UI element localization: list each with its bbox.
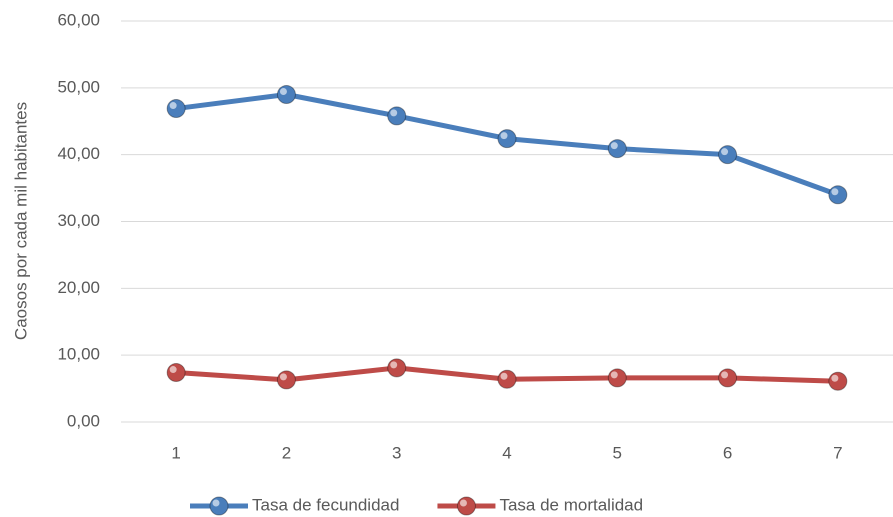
marker-highlight bbox=[831, 374, 839, 382]
data-point bbox=[387, 358, 407, 378]
data-point bbox=[718, 368, 738, 388]
x-tick-label: 4 bbox=[502, 443, 511, 462]
data-point bbox=[166, 99, 186, 119]
y-tick-label: 10,00 bbox=[57, 345, 100, 364]
legend-marker bbox=[209, 496, 229, 516]
data-point bbox=[607, 368, 627, 388]
y-tick-label: 20,00 bbox=[57, 278, 100, 297]
x-tick-label: 3 bbox=[392, 443, 401, 462]
data-point bbox=[718, 145, 738, 165]
legend-label: Tasa de mortalidad bbox=[499, 495, 643, 514]
legend-marker bbox=[456, 496, 476, 516]
data-point bbox=[497, 129, 517, 149]
data-point bbox=[828, 371, 848, 391]
legend-label: Tasa de fecundidad bbox=[252, 495, 399, 514]
data-point bbox=[276, 370, 296, 390]
data-point bbox=[166, 363, 186, 383]
marker-highlight bbox=[610, 142, 618, 150]
data-point bbox=[387, 106, 407, 126]
marker-highlight bbox=[831, 188, 839, 196]
data-point bbox=[497, 369, 517, 389]
data-point bbox=[497, 369, 517, 389]
marker-highlight bbox=[459, 499, 467, 507]
marker-highlight bbox=[610, 371, 618, 379]
y-axis-label: Caosos por cada mil habitantes bbox=[11, 102, 30, 340]
data-point bbox=[718, 368, 738, 388]
marker-highlight bbox=[212, 499, 220, 507]
data-point bbox=[607, 368, 627, 388]
marker-highlight bbox=[390, 361, 398, 369]
y-tick-label: 30,00 bbox=[57, 211, 100, 230]
data-point bbox=[828, 185, 848, 205]
x-tick-label: 1 bbox=[171, 443, 180, 462]
data-point bbox=[166, 99, 186, 119]
data-point bbox=[607, 139, 627, 159]
data-point bbox=[718, 145, 738, 165]
data-point bbox=[276, 370, 296, 390]
y-tick-label: 40,00 bbox=[57, 144, 100, 163]
data-point bbox=[387, 106, 407, 126]
data-point bbox=[276, 85, 296, 105]
marker-highlight bbox=[169, 366, 177, 374]
marker-highlight bbox=[279, 88, 287, 96]
marker-highlight bbox=[390, 109, 398, 117]
data-point bbox=[387, 358, 407, 378]
y-tick-label: 0,00 bbox=[67, 411, 100, 430]
data-point bbox=[497, 129, 517, 149]
marker-highlight bbox=[500, 132, 508, 140]
marker-highlight bbox=[721, 371, 729, 379]
marker-highlight bbox=[500, 372, 508, 380]
data-point bbox=[276, 85, 296, 105]
y-tick-label: 50,00 bbox=[57, 77, 100, 96]
data-point bbox=[828, 371, 848, 391]
data-point bbox=[166, 363, 186, 383]
x-tick-label: 2 bbox=[282, 443, 291, 462]
y-tick-label: 60,00 bbox=[57, 10, 100, 29]
marker-highlight bbox=[721, 148, 729, 156]
marker-highlight bbox=[169, 102, 177, 110]
data-point bbox=[607, 139, 627, 159]
marker-highlight bbox=[279, 373, 287, 381]
legend-marker bbox=[456, 496, 476, 516]
data-point bbox=[828, 185, 848, 205]
x-tick-label: 5 bbox=[613, 443, 622, 462]
legend-marker bbox=[209, 496, 229, 516]
x-tick-label: 6 bbox=[723, 443, 732, 462]
x-tick-label: 7 bbox=[833, 443, 842, 462]
